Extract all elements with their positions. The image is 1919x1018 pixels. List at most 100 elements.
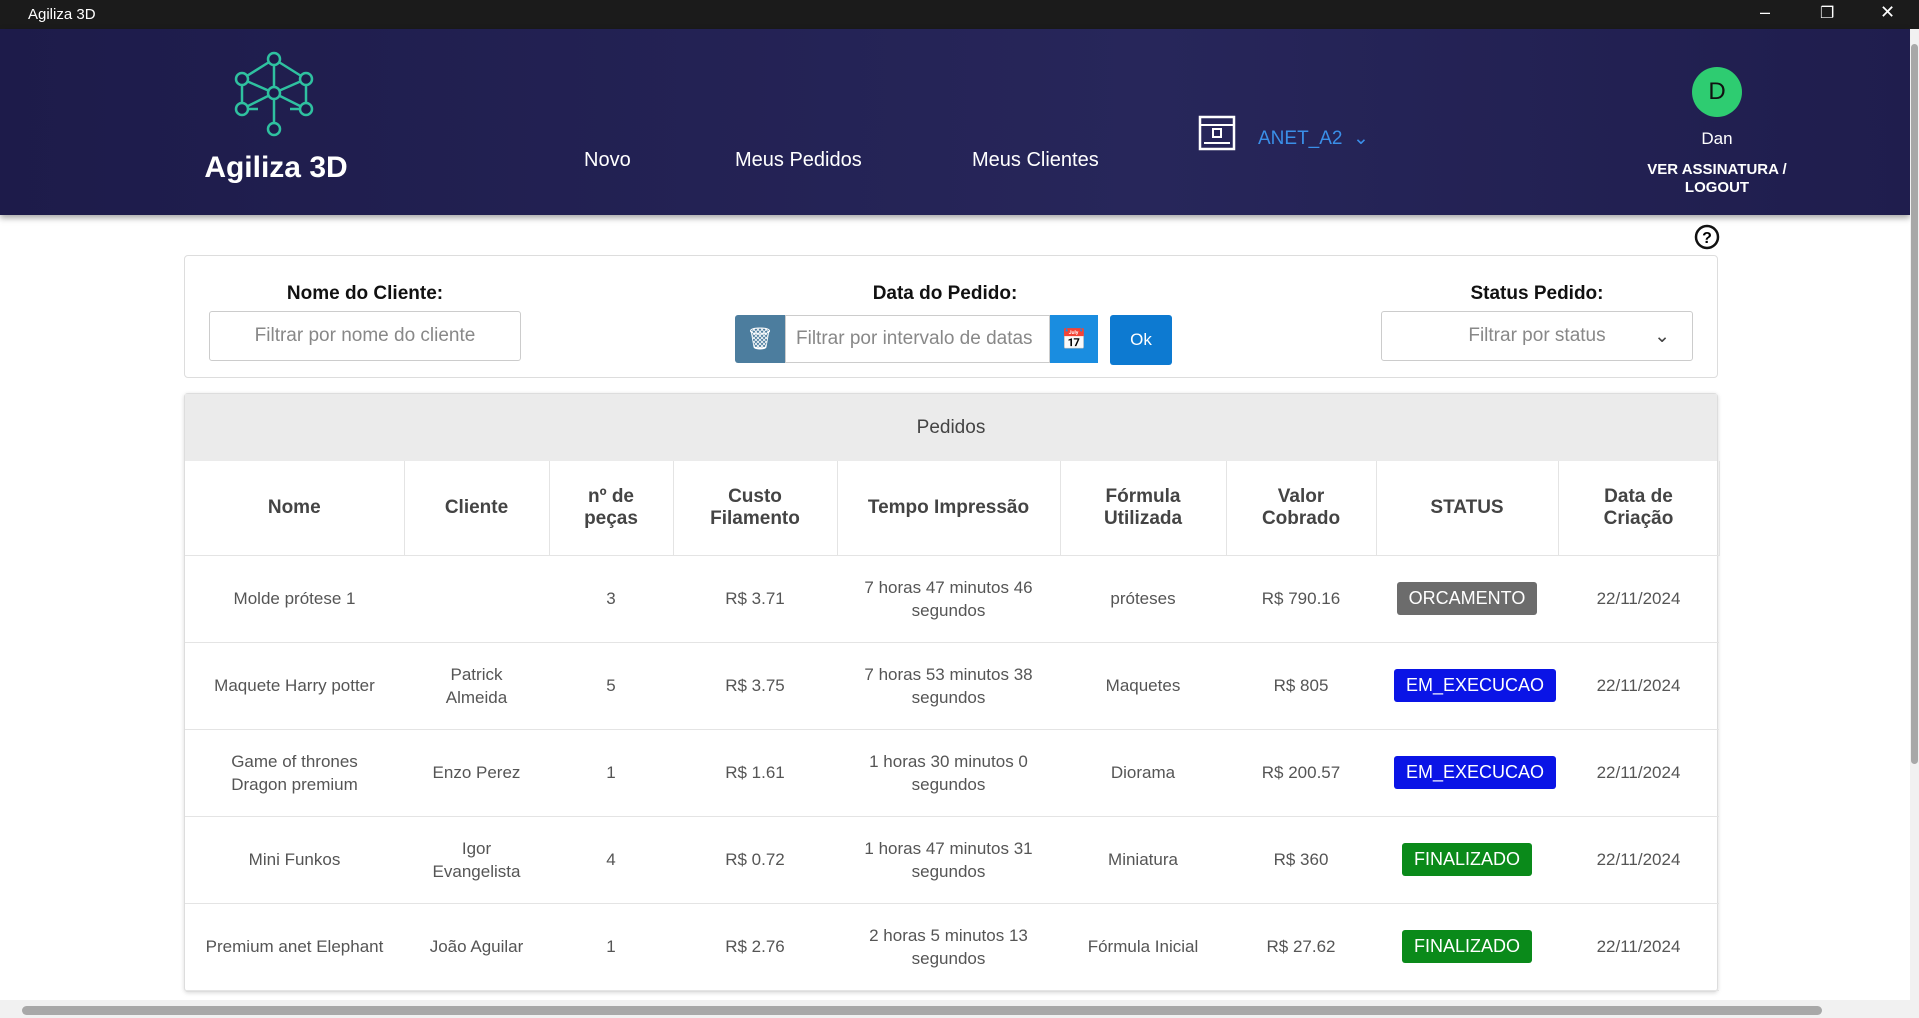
column-header: Valor Cobrado bbox=[1226, 461, 1377, 556]
v-scrollbar[interactable] bbox=[1910, 29, 1919, 1000]
cell: R$ 200.57 bbox=[1226, 729, 1376, 817]
minimize[interactable]: – bbox=[1760, 2, 1771, 22]
chevron: ⌄ bbox=[1654, 325, 1670, 347]
table-row: Premium anet Elephant João Aguilar 1 R$ 2.7… bbox=[185, 903, 1719, 991]
cell: ORCAMENTO bbox=[1376, 555, 1558, 643]
cell: 7 horas 47 minutos 46 segundos bbox=[837, 555, 1060, 643]
table-row: Mini Funkos Igor Evangelista 4 R$ 0.72 1 hor… bbox=[185, 816, 1719, 904]
h-scrollbar[interactable] bbox=[0, 1000, 1919, 1018]
cell: 5 bbox=[549, 642, 673, 730]
cell: próteses bbox=[1060, 555, 1226, 643]
cell: R$ 805 bbox=[1226, 642, 1376, 730]
cell: 22/11/2024 bbox=[1558, 642, 1719, 730]
cell: 4 bbox=[549, 816, 673, 904]
close[interactable]: ✕ bbox=[1880, 2, 1896, 22]
cell: 3 bbox=[549, 555, 673, 643]
cell: 22/11/2024 bbox=[1558, 555, 1719, 643]
column-header: Nome bbox=[185, 461, 405, 556]
v-thumb[interactable] bbox=[1911, 44, 1918, 764]
table-row: Molde prótese 1 3 R$ 3.71 7 horas 47 minuto… bbox=[185, 555, 1719, 643]
filter-card: Nome do Cliente: Filtrar por nome do cli… bbox=[184, 255, 1718, 378]
cell: 1 horas 30 minutos 0 segundos bbox=[837, 729, 1060, 817]
svg-text:?: ? bbox=[1702, 230, 1712, 247]
cell: Game of thrones Dragon premium bbox=[185, 729, 404, 817]
ok-button[interactable]: Ok bbox=[1110, 315, 1172, 365]
cell: Maquete Harry potter bbox=[185, 642, 404, 730]
header-row: Nome Cliente nº de peças Custo Filamento Tem… bbox=[185, 461, 1720, 556]
status-badge: EM_EXECUCAO bbox=[1394, 756, 1557, 789]
logo-icon bbox=[234, 51, 314, 137]
window-title: Agiliza 3D bbox=[28, 6, 96, 23]
cell: EM_EXECUCAO bbox=[1376, 642, 1558, 730]
cell: R$ 790.16 bbox=[1226, 555, 1376, 643]
cell: R$ 3.75 bbox=[673, 642, 837, 730]
cell: Maquetes bbox=[1060, 642, 1226, 730]
nav-novo[interactable]: Novo bbox=[584, 149, 631, 171]
cell: 22/11/2024 bbox=[1558, 729, 1719, 817]
client-input[interactable]: Filtrar por nome do cliente bbox=[209, 311, 521, 361]
cell: EM_EXECUCAO bbox=[1376, 729, 1558, 817]
date-label: Data do Pedido: bbox=[872, 283, 1018, 304]
table-title: Pedidos bbox=[185, 394, 1717, 461]
cell: FINALIZADO bbox=[1376, 816, 1558, 904]
status-placeholder: Filtrar por status bbox=[1468, 325, 1606, 346]
logo-text: Agiliza 3D bbox=[204, 151, 348, 184]
cell: 22/11/2024 bbox=[1558, 816, 1719, 904]
cell: 1 bbox=[549, 903, 673, 991]
cell: Premium anet Elephant bbox=[185, 903, 404, 991]
cell bbox=[404, 555, 549, 643]
column-header: Tempo Impressão bbox=[837, 461, 1061, 556]
header: Agiliza 3D Novo Meus Pedidos Meus Client… bbox=[0, 29, 1910, 215]
column-header: nº de peças bbox=[549, 461, 674, 556]
status-badge: FINALIZADO bbox=[1401, 930, 1532, 963]
status-badge: ORCAMENTO bbox=[1396, 582, 1538, 615]
table-row: Maquete Harry potter Patrick Almeida 5 R$ 3… bbox=[185, 642, 1719, 730]
cell: 1 horas 47 minutos 31 segundos bbox=[837, 816, 1060, 904]
restore[interactable]: ❐ bbox=[1820, 5, 1835, 22]
table-row: Game of thrones Dragon premium Enzo Perez… bbox=[185, 729, 1719, 817]
cell: 22/11/2024 bbox=[1558, 903, 1719, 991]
cell: Patrick Almeida bbox=[404, 642, 549, 730]
column-header: STATUS bbox=[1376, 461, 1559, 556]
avatar[interactable]: D bbox=[1692, 67, 1742, 117]
status-select[interactable]: Filtrar por status ⌄ bbox=[1381, 311, 1693, 361]
nav-pedidos[interactable]: Meus Pedidos bbox=[735, 149, 862, 171]
nav-clientes[interactable]: Meus Clientes bbox=[972, 149, 1099, 171]
cell: Igor Evangelista bbox=[404, 816, 549, 904]
h-thumb[interactable] bbox=[22, 1006, 1822, 1015]
cell: João Aguilar bbox=[404, 903, 549, 991]
cell: Mini Funkos bbox=[185, 816, 404, 904]
cell: 2 horas 5 minutos 13 segundos bbox=[837, 903, 1060, 991]
status-label: Status Pedido: bbox=[1470, 283, 1604, 304]
content: ? Nome do Cliente: Filtrar por nome do c… bbox=[0, 215, 1910, 1000]
cell: 7 horas 53 minutos 38 segundos bbox=[837, 642, 1060, 730]
cell: R$ 1.61 bbox=[673, 729, 837, 817]
orders-table: Nome Cliente nº de peças Custo Filamento Tem… bbox=[185, 461, 1720, 991]
status-badge: FINALIZADO bbox=[1401, 843, 1532, 876]
column-header: Fórmula Utilizada bbox=[1060, 461, 1227, 556]
user-name: Dan bbox=[1701, 129, 1733, 148]
cell: Fórmula Inicial bbox=[1060, 903, 1226, 991]
date-input[interactable]: Filtrar por intervalo de datas bbox=[785, 315, 1050, 363]
column-header: Custo Filamento bbox=[673, 461, 838, 556]
column-header: Data de Criação bbox=[1558, 461, 1720, 556]
cell: R$ 27.62 bbox=[1226, 903, 1376, 991]
cell: Enzo Perez bbox=[404, 729, 549, 817]
calendar-button[interactable]: 📅 bbox=[1050, 315, 1098, 363]
cell: FINALIZADO bbox=[1376, 903, 1558, 991]
orders-card: Pedidos Nome Cliente nº de peças Custo Fila… bbox=[184, 393, 1720, 992]
cell: R$ 2.76 bbox=[673, 903, 837, 991]
printer-select[interactable]: ANET_A2 ⌄ bbox=[1258, 128, 1369, 149]
account-link[interactable]: VER ASSINATURA / LOGOUT bbox=[1647, 161, 1787, 196]
client-label: Nome do Cliente: bbox=[286, 283, 444, 304]
column-header: Cliente bbox=[404, 461, 550, 556]
cell: Diorama bbox=[1060, 729, 1226, 817]
printer-name: ANET_A2 bbox=[1258, 128, 1343, 149]
table-body: Molde prótese 1 3 R$ 3.71 7 horas 47 minuto… bbox=[185, 555, 1719, 991]
status-badge: EM_EXECUCAO bbox=[1394, 669, 1557, 702]
help-icon[interactable]: ? bbox=[1694, 224, 1720, 250]
cell: 1 bbox=[549, 729, 673, 817]
printer-icon bbox=[1198, 115, 1236, 151]
clear-date[interactable]: 🗑 bbox=[735, 315, 785, 363]
cell: R$ 360 bbox=[1226, 816, 1376, 904]
